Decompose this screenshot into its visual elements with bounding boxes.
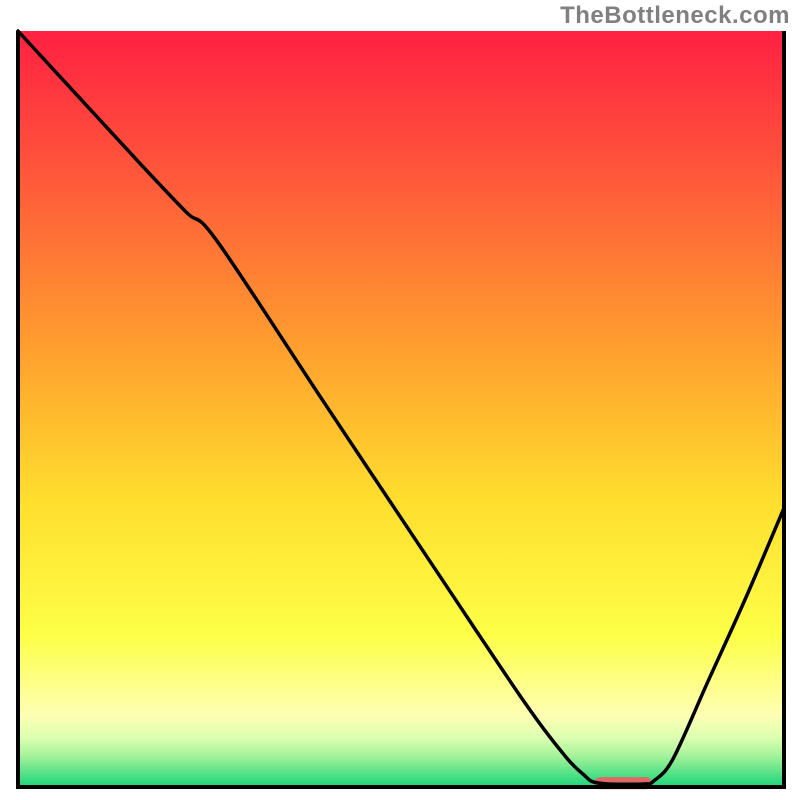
bottleneck-chart: TheBottleneck.com [0,0,800,800]
gradient-background [18,31,784,787]
chart-svg [0,0,800,800]
watermark-text: TheBottleneck.com [560,2,790,30]
